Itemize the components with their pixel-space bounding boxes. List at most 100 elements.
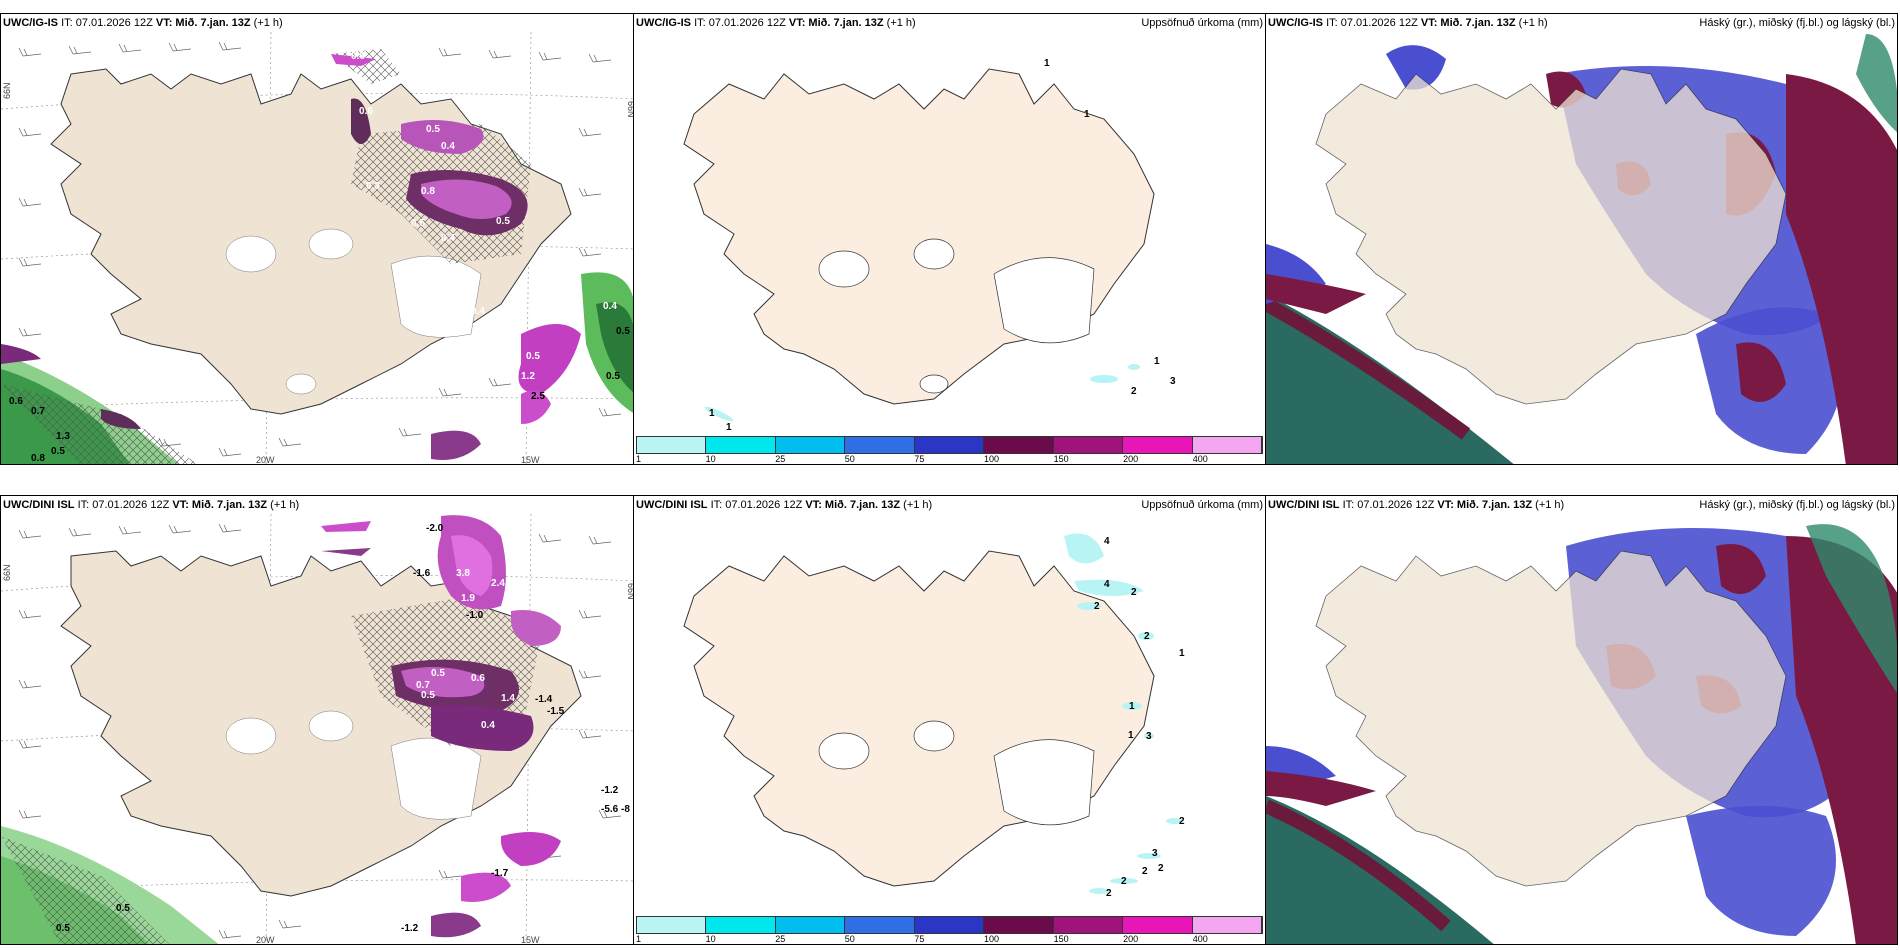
value-label: -1.7 [491, 868, 509, 879]
value-label: 3.8 [456, 568, 470, 579]
legend-tick: 25 [775, 454, 786, 464]
value-label: 1 [1128, 730, 1134, 741]
panel-header: UWC/DINI ISL IT: 07.01.2026 12Z VT: Mið.… [1268, 499, 1565, 511]
panel-header: UWC/IG-IS IT: 07.01.2026 12Z VT: Mið. 7.… [1268, 17, 1548, 29]
lon-label: 15W [521, 935, 540, 945]
value-label: 0.5 [431, 668, 445, 679]
legend-tick: 1 [636, 934, 642, 944]
value-label: 4 [1104, 579, 1110, 590]
legend-tick: 150 [1053, 454, 1069, 464]
value-label: 1 [1129, 701, 1135, 712]
cloud-map [1266, 514, 1897, 944]
lat-label: 66N [2, 564, 12, 581]
value-label: 0.5 [116, 903, 130, 914]
panel-header: UWC/IG-IS IT: 07.01.2026 12Z VT: Mið. 7.… [3, 17, 283, 29]
legend-tick: 10 [705, 934, 716, 944]
panel-subtitle: Uppsöfnuð úrkoma (mm) [1141, 17, 1263, 29]
wind-precip-map: -2.0 -1.6 -1.0 -1.4 -1.5 -1.2 -5.6 -8 0.… [1, 513, 634, 945]
map-panel-ig-is-wind: UWC/IG-IS IT: 07.01.2026 12Z VT: Mið. 7.… [0, 13, 634, 465]
lat-label: 66N [626, 583, 634, 600]
legend-tick: 25 [775, 934, 786, 944]
value-label: 0.5 [616, 326, 630, 337]
lon-label: 20W [256, 935, 275, 945]
legend-swatch [1123, 437, 1193, 453]
value-label: 2.5 [531, 391, 545, 402]
legend-tick: 100 [983, 934, 1000, 944]
value-label: 0.6 [359, 106, 373, 117]
value-label: 1 [709, 408, 715, 419]
legend-tick: 400 [1192, 454, 1208, 464]
value-label: 1.2 [521, 371, 535, 382]
panel-subtitle: Háský (gr.), miðský (fj.bl.) og lágský (… [1699, 499, 1895, 511]
value-label: 0.3 [366, 181, 380, 192]
legend-swatch [706, 437, 776, 453]
value-label: -1.4 [535, 694, 553, 705]
value-label: 2 [1144, 631, 1150, 642]
precip-value-labels: -2.0 -1.6 -1.0 -1.4 -1.5 -1.2 -5.6 -8 0.… [56, 523, 630, 934]
precip-value-labels: 4 4 2 2 2 1 1 1 3 2 3 2 2 2 2 [1094, 536, 1185, 899]
legend-swatch [1123, 917, 1193, 933]
value-label: 2 [1121, 876, 1127, 887]
value-label: 0.7 [416, 680, 430, 691]
legend-swatch [845, 437, 915, 453]
cloud-map [1266, 32, 1897, 464]
value-label: -1.0 [466, 610, 484, 621]
value-label: 0.5 [496, 216, 510, 227]
legend-tick: 400 [1192, 934, 1208, 944]
value-label: 0.5 [426, 124, 440, 135]
value-label: -1.2 [401, 923, 419, 934]
legend-tick: 200 [1123, 454, 1139, 464]
value-label: 0.5 [56, 923, 70, 934]
map-panel-dini-wind: UWC/DINI ISL IT: 07.01.2026 12Z VT: Mið.… [0, 495, 634, 945]
value-label: 0.4 [471, 306, 485, 317]
value-label: 2 [1179, 816, 1185, 827]
value-label: 4 [1104, 536, 1110, 547]
panel-subtitle: Háský (gr.), miðský (fj.bl.) og lágský (… [1699, 17, 1895, 29]
legend-tick: 50 [844, 934, 855, 944]
legend-tick: 75 [914, 934, 925, 944]
value-label: 1.3 [56, 431, 70, 442]
map-panel-ig-is-clouds: UWC/IG-IS IT: 07.01.2026 12Z VT: Mið. 7.… [1265, 13, 1898, 465]
value-label: 0.5 [526, 351, 540, 362]
legend-swatch [1053, 917, 1124, 933]
value-label: 0.4 [481, 720, 495, 731]
value-label: -1.6 [413, 568, 431, 579]
panel-header: UWC/DINI ISL IT: 07.01.2026 12Z VT: Mið.… [636, 499, 933, 511]
value-label: 0.6 [471, 673, 485, 684]
value-label: 1 [726, 422, 732, 433]
panel-header: UWC/DINI ISL IT: 07.01.2026 12Z VT: Mið.… [3, 499, 300, 511]
legend-swatch [914, 917, 985, 933]
value-label: 0.5 [421, 690, 435, 701]
legend-swatch [775, 917, 846, 933]
legend-swatch [1053, 437, 1124, 453]
value-label: 1.4 [501, 693, 515, 704]
legend-swatch [1192, 917, 1262, 933]
value-label: 2 [1106, 888, 1112, 899]
value-label: 2 [1131, 587, 1137, 598]
panel-header: UWC/IG-IS IT: 07.01.2026 12Z VT: Mið. 7.… [636, 17, 916, 29]
map-panel-ig-is-precip: UWC/IG-IS IT: 07.01.2026 12Z VT: Mið. 7.… [633, 13, 1266, 465]
legend-tick: 10 [705, 454, 716, 464]
lat-label: 66N [2, 82, 12, 99]
legend-tick: 100 [983, 454, 1000, 464]
value-label: 0.6 [9, 396, 23, 407]
value-label: 0.4 [441, 233, 455, 244]
value-label: 0.8 [31, 453, 45, 464]
precip-map: 1 1 1 1 2 3 1 [683, 58, 1176, 433]
map-panel-dini-precip: UWC/DINI ISL IT: 07.01.2026 12Z VT: Mið.… [633, 495, 1266, 945]
legend-swatch [637, 437, 707, 453]
legend-tick: 200 [1123, 934, 1139, 944]
value-label: 2 [1094, 601, 1100, 612]
value-label: 2.4 [491, 578, 505, 589]
value-label: 3 [1152, 848, 1158, 859]
value-label: -5.6 [601, 804, 619, 815]
precip-map: 4 4 2 2 2 1 1 1 3 2 3 2 2 2 2 [683, 533, 1185, 899]
value-label: 0.7 [31, 406, 45, 417]
legend-swatch [637, 917, 707, 933]
map-panel-dini-clouds: UWC/DINI ISL IT: 07.01.2026 12Z VT: Mið.… [1265, 495, 1898, 945]
legend-tick: 150 [1053, 934, 1069, 944]
value-label: 2 [1142, 866, 1148, 877]
value-label: 1.9 [461, 593, 475, 604]
precip-color-legend: 1 10 25 50 75 100 150 200 400 [636, 436, 1263, 464]
value-label: -1.5 [547, 706, 565, 717]
